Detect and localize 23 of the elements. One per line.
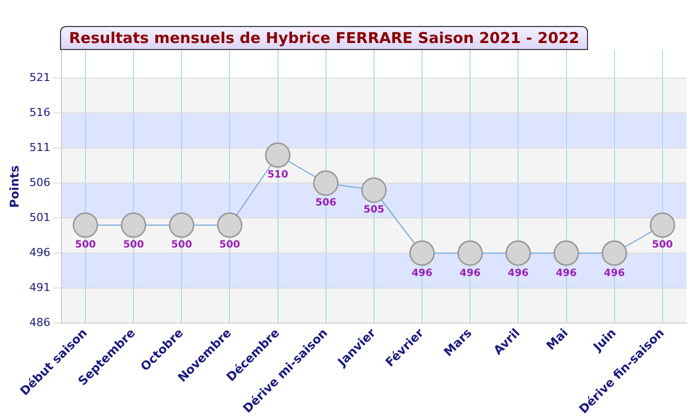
data-label: 496 bbox=[556, 268, 577, 279]
y-tick-label: 501 bbox=[29, 211, 50, 224]
y-tick-label: 521 bbox=[29, 70, 50, 84]
y-tick-label: 516 bbox=[29, 106, 50, 119]
data-label: 496 bbox=[604, 268, 625, 279]
data-label: 500 bbox=[219, 240, 240, 251]
data-label: 505 bbox=[364, 204, 384, 216]
data-label: 500 bbox=[171, 240, 192, 251]
data-label: 500 bbox=[75, 240, 96, 251]
y-tick-label: 486 bbox=[29, 316, 50, 330]
y-axis-title: Points bbox=[7, 165, 22, 208]
data-label: 500 bbox=[123, 240, 144, 251]
data-label: 506 bbox=[315, 198, 336, 209]
data-label: 510 bbox=[267, 170, 288, 181]
y-tick-label: 496 bbox=[29, 246, 50, 260]
chart-title: Resultats mensuels de Hybrice FERRARE Saison 2021 - 2022 bbox=[60, 26, 588, 50]
data-label: 496 bbox=[460, 268, 481, 279]
data-label: 496 bbox=[412, 268, 433, 279]
data-label: 496 bbox=[508, 268, 529, 279]
data-label: 500 bbox=[652, 240, 673, 251]
y-tick-label: 506 bbox=[29, 176, 50, 189]
y-tick-label: 511 bbox=[29, 140, 50, 154]
y-tick-label: 491 bbox=[29, 281, 50, 294]
